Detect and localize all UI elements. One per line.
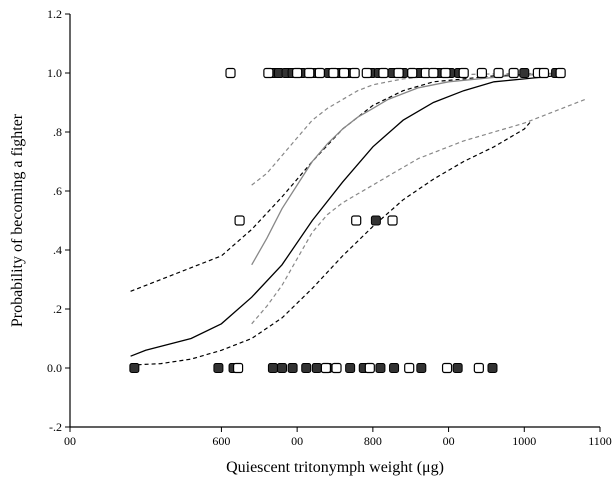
data-point-filled bbox=[370, 215, 381, 226]
data-point-open bbox=[378, 67, 389, 79]
data-point-open bbox=[493, 67, 504, 79]
y-tick-label: .8 bbox=[53, 125, 62, 139]
data-point-open bbox=[320, 362, 332, 374]
data-point-filled bbox=[519, 68, 530, 78]
data-point-filled bbox=[452, 363, 463, 373]
data-point-filled bbox=[375, 363, 386, 373]
y-tick-label: .2 bbox=[53, 302, 62, 316]
data-point-open bbox=[314, 67, 325, 79]
data-point-filled bbox=[129, 363, 140, 373]
data-point-open bbox=[441, 362, 453, 374]
data-point-open bbox=[476, 67, 487, 79]
data-point-filled bbox=[311, 363, 322, 373]
data-point-open bbox=[338, 67, 350, 79]
data-point-open bbox=[225, 67, 236, 79]
data-point-open bbox=[292, 67, 303, 79]
data-point-open bbox=[232, 362, 244, 374]
points-layer bbox=[129, 67, 566, 374]
data-point-filled bbox=[277, 363, 287, 373]
data-point-filled bbox=[345, 363, 356, 373]
data-point-open bbox=[361, 67, 372, 79]
data-point-open bbox=[428, 67, 439, 79]
data-point-open bbox=[508, 67, 519, 79]
x-tick-label: 1000 bbox=[512, 434, 536, 448]
y-tick-label: 1.0 bbox=[47, 66, 62, 80]
x-tick-label: 00 bbox=[291, 434, 303, 448]
data-point-filled bbox=[301, 363, 312, 373]
x-tick-label: 600 bbox=[212, 434, 230, 448]
x-tick-label: 1100 bbox=[588, 434, 612, 448]
data-point-open bbox=[304, 67, 315, 79]
axes-layer bbox=[69, 14, 600, 428]
data-point-open bbox=[404, 362, 415, 374]
data-point-filled bbox=[416, 363, 427, 373]
curve-black-dash-lower bbox=[130, 119, 533, 366]
data-point-open bbox=[407, 67, 418, 79]
data-point-open bbox=[387, 215, 398, 226]
y-tick-label: 1.2 bbox=[47, 7, 62, 21]
data-point-filled bbox=[487, 363, 498, 373]
data-point-open bbox=[328, 67, 339, 79]
data-point-open bbox=[263, 67, 274, 79]
data-point-open bbox=[440, 67, 451, 79]
data-point-open bbox=[555, 67, 566, 79]
data-point-open bbox=[351, 215, 362, 226]
x-tick-label: 800 bbox=[364, 434, 382, 448]
y-tick-label: .6 bbox=[53, 184, 62, 198]
y-tick-label: 0.0 bbox=[47, 361, 62, 375]
data-point-open bbox=[349, 67, 360, 79]
y-axis-title: Probability of becoming a fighter bbox=[9, 113, 26, 327]
data-point-open bbox=[458, 67, 469, 79]
curve-gray-solid bbox=[251, 73, 555, 266]
curve-gray-dash-lower bbox=[251, 98, 586, 325]
y-tick-label: -.2 bbox=[49, 420, 62, 434]
data-point-open bbox=[393, 67, 404, 79]
data-point-open bbox=[364, 362, 375, 374]
x-tick-label: 00 bbox=[443, 434, 455, 448]
data-point-open bbox=[473, 362, 484, 374]
data-point-open bbox=[234, 215, 245, 226]
data-point-open bbox=[538, 67, 550, 79]
data-point-filled bbox=[389, 363, 400, 373]
data-point-filled bbox=[267, 363, 278, 373]
data-point-filled bbox=[213, 363, 224, 373]
x-axis-title: Quiescent tritonymph weight (μg) bbox=[226, 459, 444, 476]
y-tick-label: .4 bbox=[53, 243, 62, 257]
data-point-open bbox=[331, 362, 342, 374]
data-point-filled bbox=[287, 363, 298, 373]
ticks-layer: -.2 0.0 .2 .4 .6 .8 1.0 1.2 00 600 00 800 00 1000 1100 bbox=[47, 7, 612, 448]
curve-black-solid bbox=[130, 75, 555, 357]
x-tick-label: 00 bbox=[64, 434, 76, 448]
